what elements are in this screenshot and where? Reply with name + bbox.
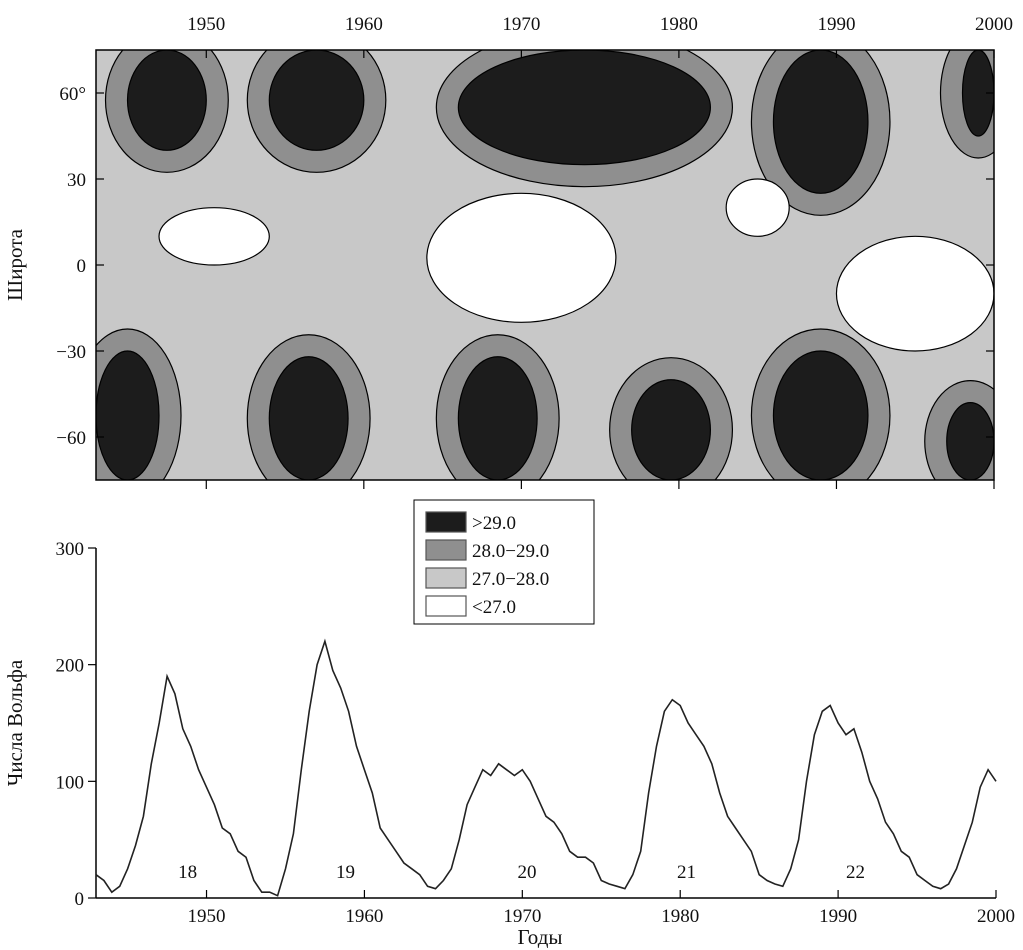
wolf-y-axis: 0 100 200 300 [56, 539, 96, 910]
map-x-tick-label: 1970 [502, 14, 540, 35]
contour-region-gt29 [126, 50, 207, 151]
contour-region-gt29 [772, 350, 869, 480]
map-x-tick-label: 1980 [660, 14, 698, 35]
wolf-x-tick-label: 1950 [188, 906, 226, 927]
map-y-tick-label: 0 [77, 256, 87, 277]
wolf-x-tick-label: 1990 [819, 906, 857, 927]
contour-region-gt29 [96, 350, 160, 480]
wolf-x-axis: 1950 1960 1970 1980 1990 2000 [188, 890, 1015, 927]
map-top-x-axis: 1950 1960 1970 1980 1990 2000 [187, 14, 1013, 58]
wolf-x-axis-title: Годы [518, 925, 563, 949]
map-y-tick-label: −60 [56, 428, 86, 449]
legend-label: 27.0−28.0 [472, 569, 549, 590]
legend-swatch [425, 595, 467, 617]
legend: >29.0 28.0−29.0 27.0−28.0 <27.0 [413, 499, 595, 625]
map-bottom-x-axis [205, 480, 995, 489]
contour-region-lt27 [158, 207, 270, 266]
legend-label: <27.0 [472, 597, 516, 618]
cycle-label: 18 [178, 862, 197, 883]
latitude-time-map: 1950 1960 1970 1980 1990 2000 60° 30 0 −30 −60 Ши… [3, 14, 1013, 489]
legend-label: >29.0 [472, 513, 516, 534]
cycle-label: 22 [846, 862, 865, 883]
map-x-tick-label: 1990 [817, 14, 855, 35]
map-y-tick-label: −30 [56, 342, 86, 363]
contour-region-gt29 [268, 356, 349, 480]
legend-swatch [425, 539, 467, 561]
wolf-y-tick-label: 200 [56, 656, 85, 677]
legend-swatch [425, 511, 467, 533]
map-y-axis-title: Широта [3, 228, 27, 301]
wolf-y-tick-label: 100 [56, 772, 85, 793]
wolf-x-tick-label: 2000 [977, 906, 1015, 927]
wolf-y-axis-title: Числа Вольфа [3, 659, 27, 786]
wolf-x-tick-label: 1970 [503, 906, 541, 927]
map-y-tick-label: 60° [59, 84, 86, 105]
wolf-y-tick-label: 0 [75, 889, 85, 910]
map-x-tick-label: 1960 [345, 14, 383, 35]
map-y-axis: 60° 30 0 −30 −60 [56, 84, 994, 449]
wolf-x-tick-label: 1960 [345, 906, 383, 927]
contour-region-lt27 [725, 178, 790, 237]
wolf-number-series-line [95, 638, 997, 897]
legend-label: 28.0−29.0 [472, 541, 549, 562]
wolf-number-chart: 0 100 200 300 1950 1960 1970 1980 1990 2000 18 19… [3, 539, 1015, 949]
contour-region-lt27 [835, 235, 994, 352]
contour-region-gt29 [772, 50, 869, 194]
cycle-label: 21 [677, 862, 696, 883]
wolf-axes [95, 548, 996, 899]
contour-region-gt29 [457, 356, 538, 480]
contour-region-gt29 [457, 50, 711, 166]
cycle-label: 19 [336, 862, 355, 883]
map-x-tick-label: 2000 [975, 14, 1013, 35]
contour-region-gt29 [631, 379, 712, 480]
contour-region-lt27 [426, 192, 617, 323]
cycle-labels: 18 19 20 21 22 [178, 862, 865, 883]
map-regions [96, 50, 994, 480]
cycle-label: 20 [518, 862, 537, 883]
wolf-y-tick-label: 300 [56, 539, 85, 560]
map-y-tick-label: 30 [67, 170, 86, 191]
contour-region-gt29 [268, 50, 365, 151]
legend-swatch [425, 567, 467, 589]
map-x-tick-label: 1950 [187, 14, 225, 35]
map-contours [96, 50, 994, 480]
contour-region-gt29 [946, 402, 994, 480]
wolf-x-tick-label: 1980 [661, 906, 699, 927]
